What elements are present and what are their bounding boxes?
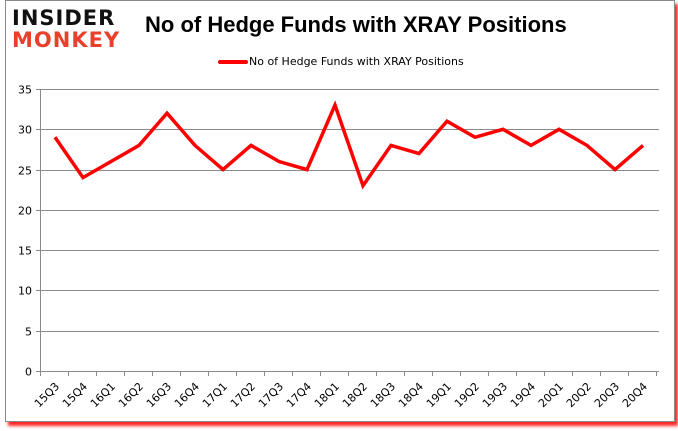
y-tick-label: 35 <box>18 84 32 97</box>
x-tick-label: 16Q2 <box>116 380 146 410</box>
x-tick-label: 17Q4 <box>284 380 314 410</box>
x-tick-label: 19Q3 <box>480 380 510 410</box>
x-tick-label: 15Q3 <box>32 380 62 410</box>
x-tick-label: 18Q4 <box>396 380 426 410</box>
y-tick-label: 30 <box>18 124 32 137</box>
x-tick-label: 17Q1 <box>200 380 230 410</box>
chart-title: No of Hedge Funds with XRAY Positions <box>145 12 567 37</box>
x-tick-label: 20Q3 <box>592 380 622 410</box>
x-tick-label: 20Q2 <box>564 380 594 410</box>
y-axis: 0 5 10 15 20 25 30 35 <box>18 84 41 379</box>
y-tick-label: 10 <box>18 285 32 298</box>
y-tick-label: 15 <box>18 245 32 258</box>
x-tick-label: 20Q4 <box>620 380 650 410</box>
legend-line-swatch-icon <box>218 59 248 64</box>
gridlines <box>36 89 659 372</box>
x-tick-label: 19Q2 <box>452 380 482 410</box>
x-tick-label: 17Q2 <box>228 380 258 410</box>
data-series-line <box>53 100 645 190</box>
x-tick-label: 20Q1 <box>536 380 566 410</box>
x-axis: 15Q315Q416Q116Q216Q316Q417Q117Q217Q317Q4… <box>32 371 657 410</box>
x-tick-label: 19Q4 <box>508 380 538 410</box>
x-tick-label: 16Q4 <box>172 380 202 410</box>
y-tick-label: 25 <box>18 165 32 178</box>
y-tick-label: 5 <box>25 326 32 339</box>
x-tick-label: 18Q2 <box>340 380 370 410</box>
x-tick-label: 18Q3 <box>368 380 398 410</box>
logo-text-bottom: MONKEY <box>12 28 121 52</box>
x-tick-label: 17Q3 <box>256 380 286 410</box>
x-tick-label: 18Q1 <box>312 380 342 410</box>
x-tick-label: 15Q4 <box>60 380 90 410</box>
x-tick-label: 19Q1 <box>424 380 454 410</box>
logo-text-top: INSIDER <box>12 6 116 30</box>
x-tick-label: 16Q1 <box>88 380 118 410</box>
legend-label: No of Hedge Funds with XRAY Positions <box>249 55 464 68</box>
insider-monkey-logo: INSIDER MONKEY <box>12 8 132 51</box>
y-tick-label: 20 <box>18 205 32 218</box>
x-tick-label: 16Q3 <box>144 380 174 410</box>
y-tick-label: 0 <box>25 366 32 379</box>
chart-legend: No of Hedge Funds with XRAY Positions <box>218 55 464 68</box>
